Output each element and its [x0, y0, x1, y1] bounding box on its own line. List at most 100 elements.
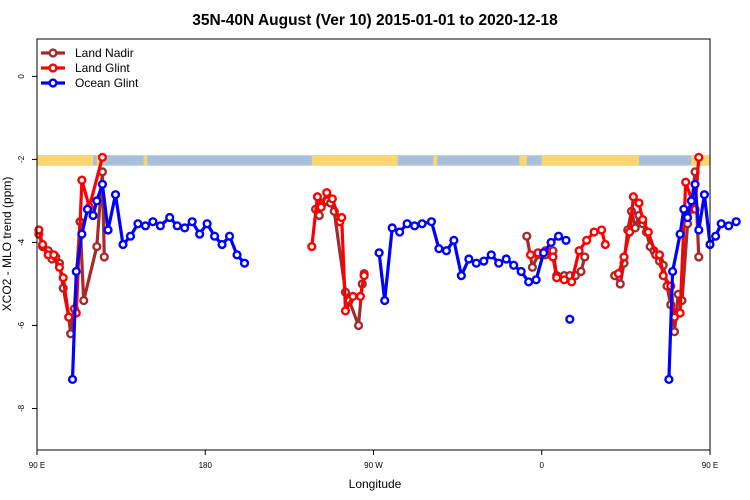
- data-point: [690, 179, 700, 189]
- data-point: [71, 266, 81, 277]
- x-axis: 90 E 180 90 W 0 90 E: [29, 450, 718, 470]
- x-tick-label: 90 E: [702, 461, 718, 470]
- data-point: [716, 219, 726, 229]
- data-point: [140, 221, 151, 231]
- data-point: [209, 231, 220, 241]
- data-point: [565, 314, 575, 324]
- data-point: [658, 271, 668, 281]
- data-point: [172, 221, 182, 231]
- data-point: [682, 212, 693, 223]
- data-point: [217, 239, 227, 250]
- data-point: [441, 246, 452, 256]
- data-point: [82, 204, 93, 214]
- data-point: [516, 266, 526, 277]
- data-point: [675, 229, 685, 239]
- y-tick-label: 0: [17, 74, 26, 79]
- series-land-glint: [34, 152, 704, 322]
- data-point: [613, 268, 623, 279]
- series-line: [37, 156, 104, 319]
- data-point: [348, 291, 358, 301]
- data-point: [374, 248, 384, 258]
- data-point: [464, 254, 474, 264]
- data-point: [628, 192, 638, 202]
- data-point: [615, 279, 625, 289]
- data-point: [552, 273, 562, 283]
- data-point: [679, 204, 689, 214]
- data-point: [67, 374, 78, 385]
- data-point: [395, 227, 405, 237]
- data-point: [589, 227, 599, 237]
- data-point: [456, 271, 466, 281]
- data-point: [711, 231, 721, 241]
- data-point: [327, 194, 337, 204]
- land-band: [433, 155, 438, 166]
- data-point: [574, 246, 584, 256]
- land-band: [37, 155, 94, 166]
- data-point: [54, 262, 65, 272]
- chart-title: 35N-40N August (Ver 10) 2015-01-01 to 20…: [192, 12, 558, 29]
- data-point: [99, 252, 109, 262]
- data-point: [582, 235, 592, 245]
- data-point: [449, 235, 459, 245]
- data-point: [531, 275, 541, 285]
- data-point: [580, 252, 590, 262]
- data-point: [239, 258, 250, 268]
- data-point: [322, 188, 332, 198]
- data-point: [630, 223, 640, 233]
- data-point: [202, 219, 212, 229]
- data-point: [353, 320, 364, 331]
- data-point: [638, 214, 648, 225]
- land-band: [519, 155, 527, 166]
- series-line: [667, 182, 737, 380]
- x-tick-label: 0: [540, 461, 545, 470]
- legend-label: Land Glint: [75, 61, 130, 75]
- y-axis-label: XCO2 - MLO trend (ppm): [0, 177, 14, 312]
- data-point: [380, 295, 390, 306]
- data-point: [486, 250, 496, 260]
- series-layer: [34, 152, 741, 385]
- data-point: [417, 219, 427, 229]
- data-point: [92, 196, 102, 206]
- data-point: [509, 260, 519, 270]
- legend-swatch-marker: [48, 78, 58, 88]
- data-point: [97, 152, 108, 162]
- data-point: [410, 221, 420, 231]
- data-point: [434, 244, 444, 254]
- data-point: [426, 217, 437, 227]
- data-point: [525, 250, 536, 260]
- data-point: [133, 219, 143, 229]
- data-point: [64, 312, 74, 322]
- land-band: [541, 155, 639, 166]
- x-tick-label: 90 E: [29, 461, 45, 470]
- data-point: [77, 175, 87, 185]
- data-point: [49, 250, 59, 260]
- data-point: [567, 277, 577, 287]
- data-point: [546, 237, 556, 248]
- land-band: [143, 155, 148, 166]
- land-band: [311, 155, 398, 166]
- data-point: [165, 212, 175, 223]
- data-point: [195, 229, 205, 239]
- data-point: [522, 231, 532, 241]
- data-point: [187, 217, 197, 227]
- data-point: [79, 295, 89, 306]
- y-tick-label: -2: [17, 155, 26, 163]
- data-point: [548, 252, 558, 262]
- data-point: [668, 266, 678, 277]
- data-point: [699, 190, 709, 200]
- data-point: [731, 217, 741, 227]
- legend-label: Ocean Glint: [75, 76, 139, 90]
- data-point: [539, 248, 549, 258]
- data-point: [34, 225, 44, 235]
- data-point: [675, 308, 685, 318]
- land-ocean-mask: [37, 155, 710, 166]
- data-point: [387, 223, 397, 233]
- data-point: [340, 306, 351, 316]
- data-point: [77, 229, 87, 239]
- data-point: [596, 225, 607, 235]
- data-point: [155, 221, 165, 231]
- data-point: [643, 227, 653, 237]
- data-point: [686, 196, 696, 206]
